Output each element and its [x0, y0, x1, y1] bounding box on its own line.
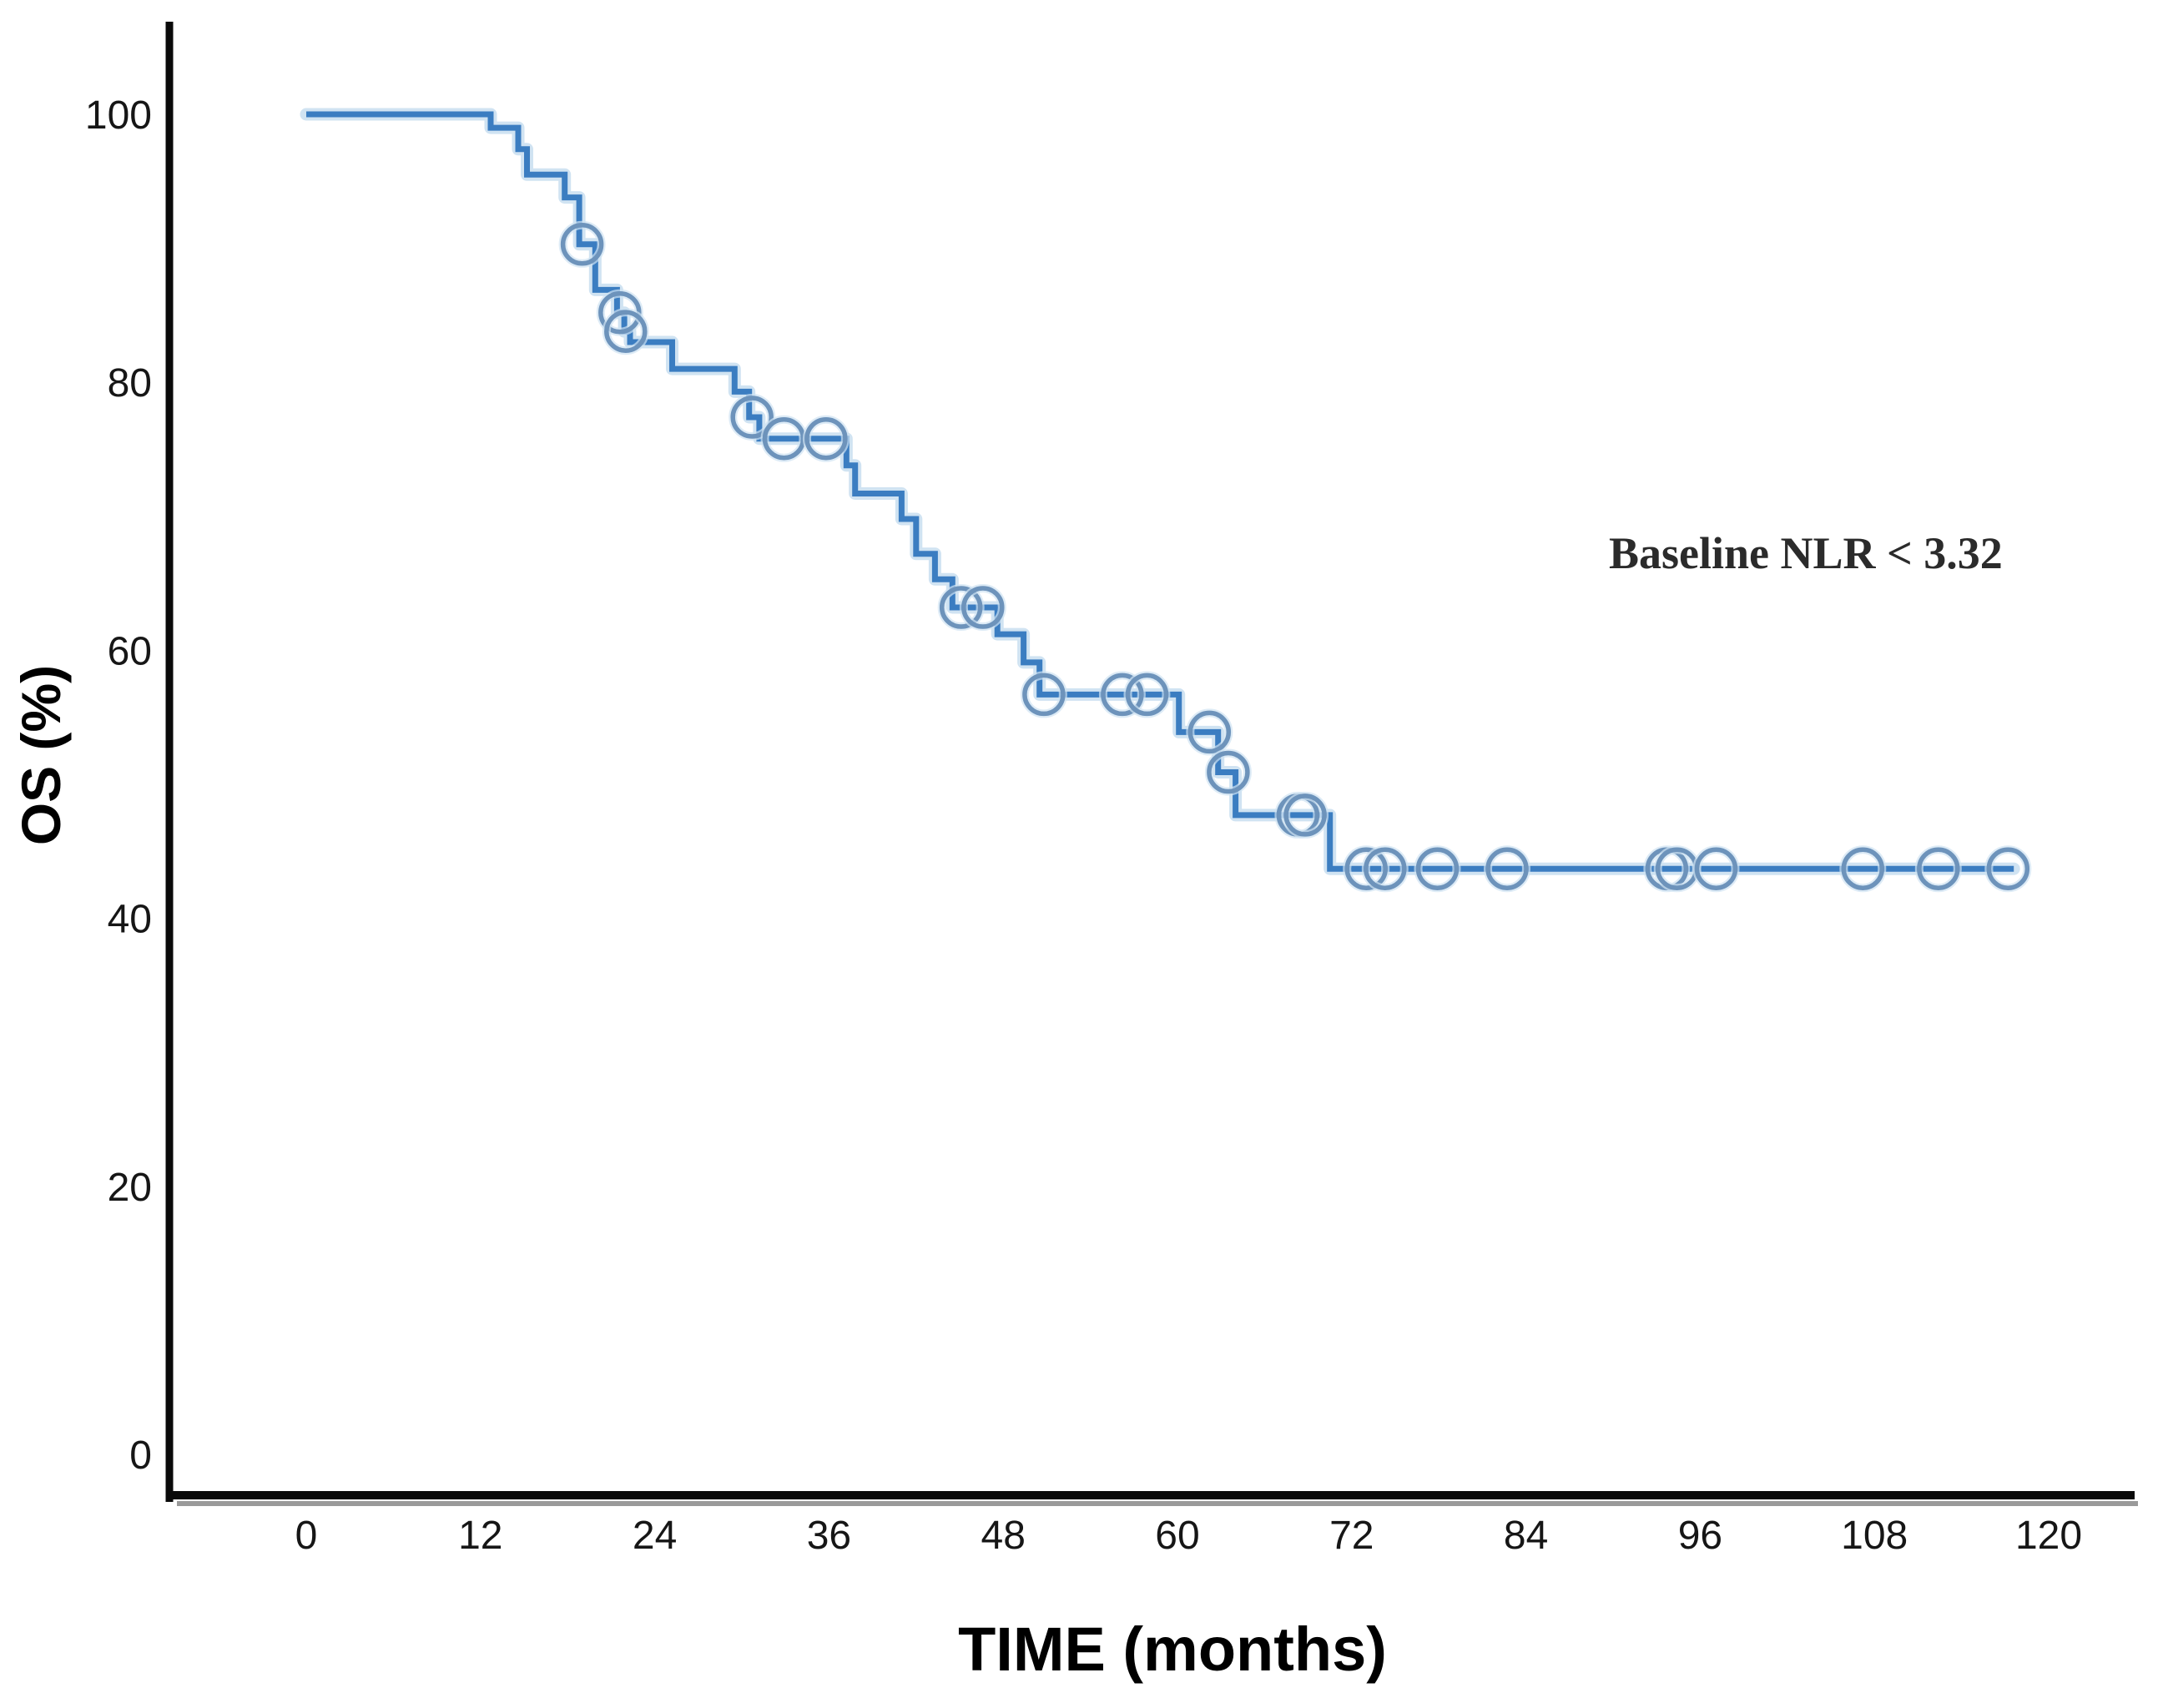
y-tick-label-80: 80 — [108, 361, 152, 406]
x-tick-label-108: 108 — [1841, 1514, 1908, 1558]
censor-mark — [1415, 847, 1460, 890]
survival-curve — [300, 108, 2020, 875]
censor-mark — [1022, 673, 1066, 717]
censor-mark — [1344, 847, 1388, 890]
x-tick-labels: 0 12 24 36 48 60 72 84 96 108 120 — [295, 1514, 2082, 1558]
x-tick-label-96: 96 — [1678, 1514, 1722, 1558]
censor-mark — [1364, 847, 1407, 890]
censor-mark — [1283, 794, 1327, 837]
censor-mark — [1694, 847, 1738, 890]
censor-mark — [1485, 847, 1529, 890]
y-tick-label-0: 0 — [129, 1433, 152, 1478]
censor-mark — [1917, 847, 1960, 890]
x-tick-label-12: 12 — [458, 1514, 502, 1558]
censor-mark — [939, 586, 983, 629]
censor-mark — [1125, 673, 1169, 717]
group-annotation: Baseline NLR < 3.32 — [1609, 528, 2003, 578]
axes — [165, 22, 2138, 1506]
censor-mark — [804, 416, 848, 461]
x-tick-label-72: 72 — [1329, 1514, 1374, 1558]
x-tick-label-36: 36 — [807, 1514, 851, 1558]
x-axis-title: TIME (months) — [958, 1615, 1387, 1684]
y-tick-label-40: 40 — [108, 898, 152, 942]
x-tick-label-84: 84 — [1504, 1514, 1548, 1558]
censor-mark — [1986, 847, 2030, 890]
y-tick-label-20: 20 — [108, 1166, 152, 1210]
x-tick-label-24: 24 — [633, 1514, 677, 1558]
censor-mark — [1101, 673, 1144, 717]
x-tick-label-48: 48 — [981, 1514, 1026, 1558]
censor-mark — [1207, 750, 1250, 794]
censor-mark — [560, 223, 604, 266]
censor-mark — [961, 586, 1005, 629]
censor-mark — [1187, 710, 1232, 754]
y-tick-label-60: 60 — [108, 629, 152, 673]
x-tick-label-60: 60 — [1155, 1514, 1199, 1558]
y-tick-label-100: 100 — [85, 93, 152, 138]
survival-curve-line — [306, 111, 2014, 872]
censor-mark — [730, 396, 774, 439]
censor-mark — [604, 310, 648, 353]
x-tick-label-120: 120 — [2015, 1514, 2082, 1558]
y-axis-title: OS (%) — [10, 665, 72, 845]
censor-mark — [1841, 847, 1885, 890]
survival-curve-halo — [300, 108, 2020, 875]
x-tick-label-0: 0 — [295, 1514, 318, 1558]
y-tick-labels: 100 80 60 40 20 0 — [85, 93, 152, 1478]
censor-marks — [558, 220, 2032, 893]
